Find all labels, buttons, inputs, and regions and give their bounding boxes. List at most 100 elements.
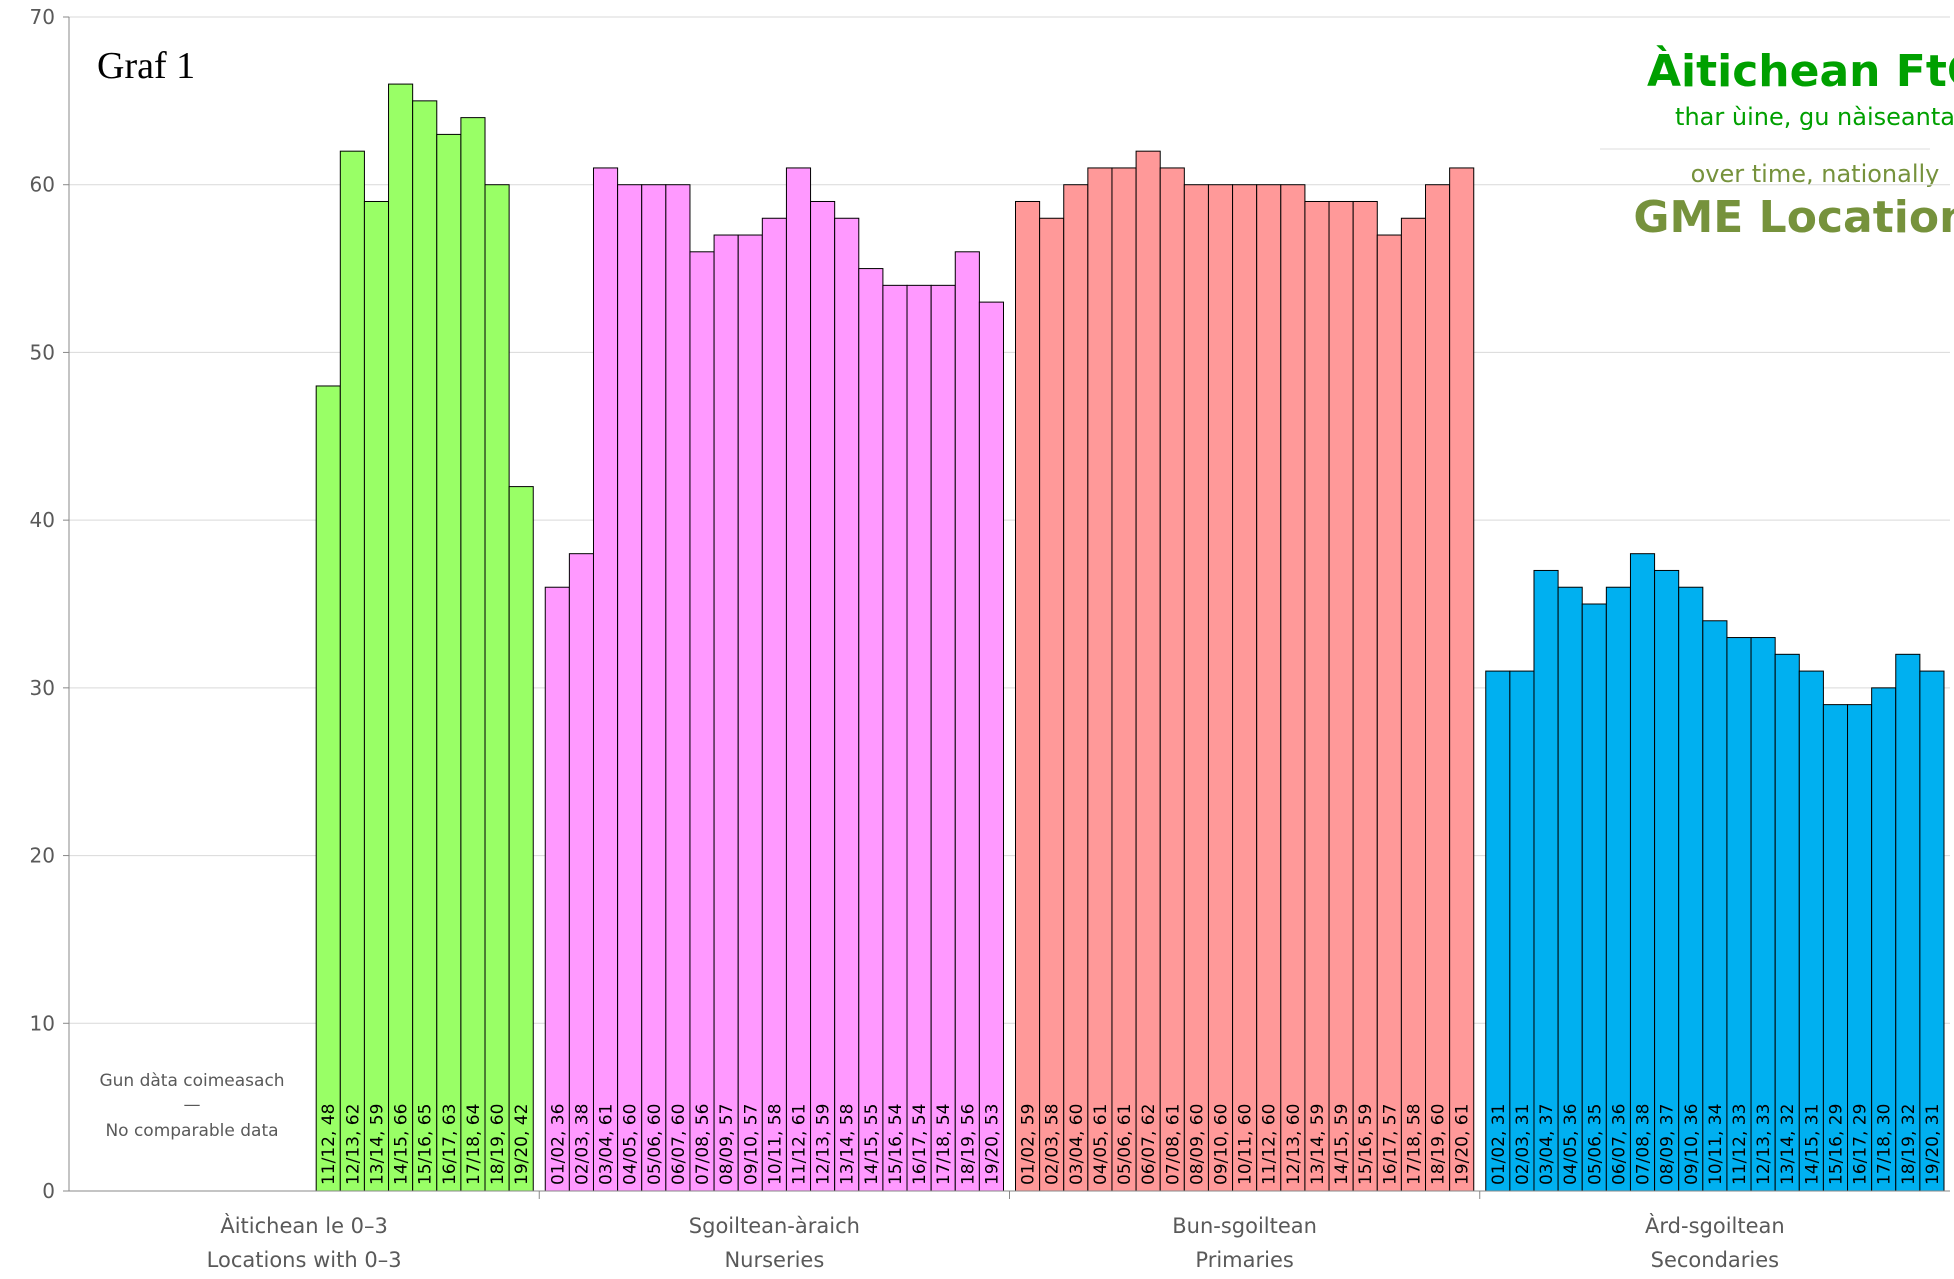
bar — [1629, 553, 1656, 1192]
bar — [1376, 234, 1402, 1192]
data-label: 19/20, 42 — [512, 1104, 532, 1185]
data-label: 09/10, 36 — [1682, 1104, 1702, 1185]
data-label: 08/09, 37 — [1658, 1104, 1678, 1185]
bar — [1533, 569, 1559, 1192]
data-label: 12/13, 59 — [814, 1104, 834, 1185]
data-label: 11/12, 33 — [1730, 1104, 1750, 1185]
bar — [339, 150, 365, 1192]
data-label: 11/12, 60 — [1260, 1104, 1280, 1185]
data-label: 15/16, 54 — [886, 1104, 906, 1185]
data-label: 19/20, 31 — [1923, 1104, 1943, 1185]
bar — [1207, 184, 1234, 1192]
x-tick-label: Àrd-sgoiltean — [1645, 1213, 1785, 1238]
data-label: 04/05, 36 — [1561, 1104, 1581, 1185]
bar — [930, 284, 956, 1192]
data-label: 06/07, 62 — [1139, 1104, 1159, 1185]
data-label: 15/16, 29 — [1826, 1104, 1846, 1185]
bar — [1919, 670, 1945, 1192]
data-label: 01/02, 36 — [548, 1104, 568, 1185]
bar — [1135, 150, 1161, 1192]
y-tick-label: 30 — [30, 676, 55, 700]
bar — [388, 83, 414, 1192]
data-label: 19/20, 61 — [1453, 1104, 1473, 1185]
bar — [785, 167, 812, 1192]
annotation: — — [184, 1095, 201, 1115]
data-label: 14/15, 59 — [1332, 1104, 1352, 1185]
bar — [1304, 200, 1330, 1192]
data-label: 01/02, 59 — [1019, 1104, 1039, 1185]
y-tick-label: 70 — [30, 5, 55, 29]
data-label: 05/06, 60 — [645, 1104, 665, 1185]
bar — [882, 284, 908, 1192]
data-label: 05/06, 35 — [1585, 1104, 1605, 1185]
data-label: 07/08, 61 — [1163, 1104, 1183, 1185]
bar — [1039, 217, 1065, 1192]
data-label: 17/18, 58 — [1404, 1104, 1424, 1185]
x-tick-label: Secondaries — [1651, 1248, 1779, 1272]
bar — [978, 301, 1005, 1192]
data-label: 13/14, 59 — [367, 1104, 387, 1185]
bar — [1678, 586, 1704, 1192]
bar — [1183, 184, 1209, 1192]
data-label: 15/16, 65 — [416, 1104, 436, 1185]
data-label: 03/04, 37 — [1537, 1104, 1557, 1185]
data-label: 06/07, 36 — [1609, 1104, 1629, 1185]
bar — [1581, 603, 1607, 1192]
data-label: 16/17, 29 — [1851, 1104, 1871, 1185]
data-label: 08/09, 57 — [717, 1104, 737, 1185]
bar — [665, 184, 691, 1192]
bar — [1822, 704, 1849, 1192]
x-tick-label: Locations with 0–3 — [207, 1248, 402, 1272]
x-tick-label: Nurseries — [724, 1248, 824, 1272]
data-label: 16/17, 57 — [1380, 1104, 1400, 1185]
bar — [1352, 200, 1378, 1192]
bar — [1328, 200, 1354, 1192]
bar — [1702, 620, 1728, 1192]
data-label: 15/16, 59 — [1356, 1104, 1376, 1185]
data-label: 13/14, 58 — [838, 1104, 858, 1185]
bar — [713, 234, 739, 1192]
bar — [1159, 167, 1185, 1192]
y-tick-label: 40 — [30, 508, 55, 532]
data-label: 18/19, 60 — [1429, 1104, 1449, 1185]
bar — [544, 586, 570, 1192]
data-label: 09/10, 60 — [1212, 1104, 1232, 1185]
data-label: 18/19, 56 — [958, 1104, 978, 1185]
data-label: 16/17, 63 — [440, 1104, 460, 1185]
subheadline: over time, nationally — [1691, 160, 1940, 188]
bar — [641, 184, 667, 1192]
annotation: Gun dàta coimeasach — [99, 1071, 284, 1091]
y-tick-label: 10 — [30, 1011, 55, 1035]
data-label: 14/15, 66 — [392, 1104, 412, 1185]
annotation: No comparable data — [105, 1121, 278, 1141]
data-label: 18/19, 32 — [1899, 1104, 1919, 1185]
data-label: 12/13, 33 — [1754, 1104, 1774, 1185]
bar — [1871, 687, 1897, 1192]
bar — [761, 217, 787, 1192]
bar — [834, 217, 860, 1192]
y-tick-label: 60 — [30, 173, 55, 197]
data-label: 11/12, 48 — [319, 1104, 339, 1185]
bar — [568, 553, 594, 1192]
bar — [617, 184, 643, 1192]
data-label: 04/05, 61 — [1091, 1104, 1111, 1185]
y-tick-label: 50 — [30, 340, 55, 364]
data-label: 03/04, 61 — [597, 1104, 617, 1185]
bar — [1232, 184, 1258, 1192]
bar — [1087, 167, 1113, 1192]
data-label: 04/05, 60 — [621, 1104, 641, 1185]
data-label: 03/04, 60 — [1067, 1104, 1087, 1185]
bar — [1605, 586, 1631, 1192]
data-label: 19/20, 53 — [982, 1104, 1002, 1185]
bar — [1654, 569, 1680, 1192]
headline: GME Locations — [1633, 192, 1954, 243]
bar — [1895, 653, 1921, 1192]
data-label: 07/08, 56 — [693, 1104, 713, 1185]
headline: Àitichean FtG — [1647, 44, 1954, 97]
bar — [436, 133, 462, 1192]
y-tick-label: 0 — [42, 1179, 55, 1203]
bar — [363, 200, 390, 1192]
data-label: 08/09, 60 — [1187, 1104, 1207, 1185]
bar — [592, 167, 619, 1192]
data-label: 10/11, 34 — [1706, 1104, 1726, 1185]
